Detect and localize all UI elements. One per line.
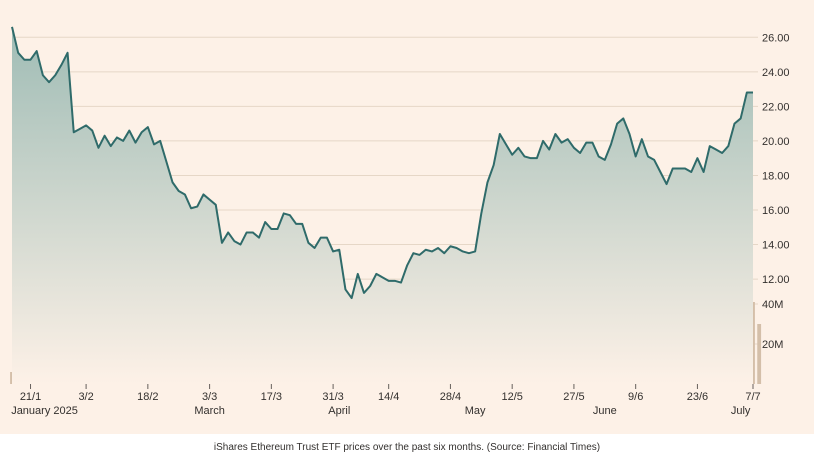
- x-tick-label: 14/4: [378, 391, 399, 403]
- x-axis-date-labels: 21/1 3/2 18/2 3/3 17/3 31/3 14/4 28/4 12/5 27/5 9/…: [20, 391, 761, 403]
- price-area-fill: [12, 26, 753, 384]
- x-month-label: June: [593, 405, 617, 417]
- x-tick-label: 31/3: [322, 391, 343, 403]
- x-tick-label: 23/6: [687, 391, 708, 403]
- price-tick-label: 26.00: [762, 32, 790, 44]
- x-tick-label: 3/3: [202, 391, 217, 403]
- price-tick-label: 18.00: [762, 170, 790, 182]
- price-volume-chart: 12.00 14.00 16.00 18.00 20.00 22.00 24.00 26.00…: [0, 0, 814, 434]
- volume-tick-label: 20M: [762, 339, 783, 351]
- x-month-label: January 2025: [11, 405, 78, 417]
- volume-tick-label: 40M: [762, 299, 783, 311]
- x-tick-label: 7/7: [745, 391, 760, 403]
- price-tick-label: 16.00: [762, 205, 790, 217]
- x-tick-label: 27/5: [563, 391, 584, 403]
- price-tick-label: 22.00: [762, 101, 790, 113]
- x-axis-ticks: [30, 384, 754, 389]
- volume-bar: [757, 324, 762, 384]
- price-tick-label: 12.00: [762, 274, 790, 286]
- x-tick-label: 21/1: [20, 391, 41, 403]
- x-month-label: July: [731, 405, 751, 417]
- x-month-label: March: [194, 405, 225, 417]
- chart-caption: iShares Ethereum Trust ETF prices over t…: [213, 442, 601, 453]
- x-tick-label: 17/3: [261, 391, 282, 403]
- x-tick-label: 12/5: [501, 391, 522, 403]
- x-month-label: May: [465, 405, 486, 417]
- x-tick-label: 9/6: [628, 391, 643, 403]
- x-month-label: April: [328, 405, 350, 417]
- volume-axis-labels: 20M 40M: [762, 299, 783, 351]
- price-tick-label: 20.00: [762, 136, 790, 148]
- x-axis-month-labels: January 2025 March April May June July: [11, 405, 751, 417]
- price-tick-label: 24.00: [762, 67, 790, 79]
- price-line: [11, 26, 753, 300]
- price-tick-label: 14.00: [762, 240, 790, 252]
- x-tick-label: 18/2: [137, 391, 158, 403]
- price-axis-labels: 12.00 14.00 16.00 18.00 20.00 22.00 24.00 26.00: [762, 32, 790, 286]
- x-tick-label: 3/2: [78, 391, 93, 403]
- x-tick-label: 28/4: [440, 391, 461, 403]
